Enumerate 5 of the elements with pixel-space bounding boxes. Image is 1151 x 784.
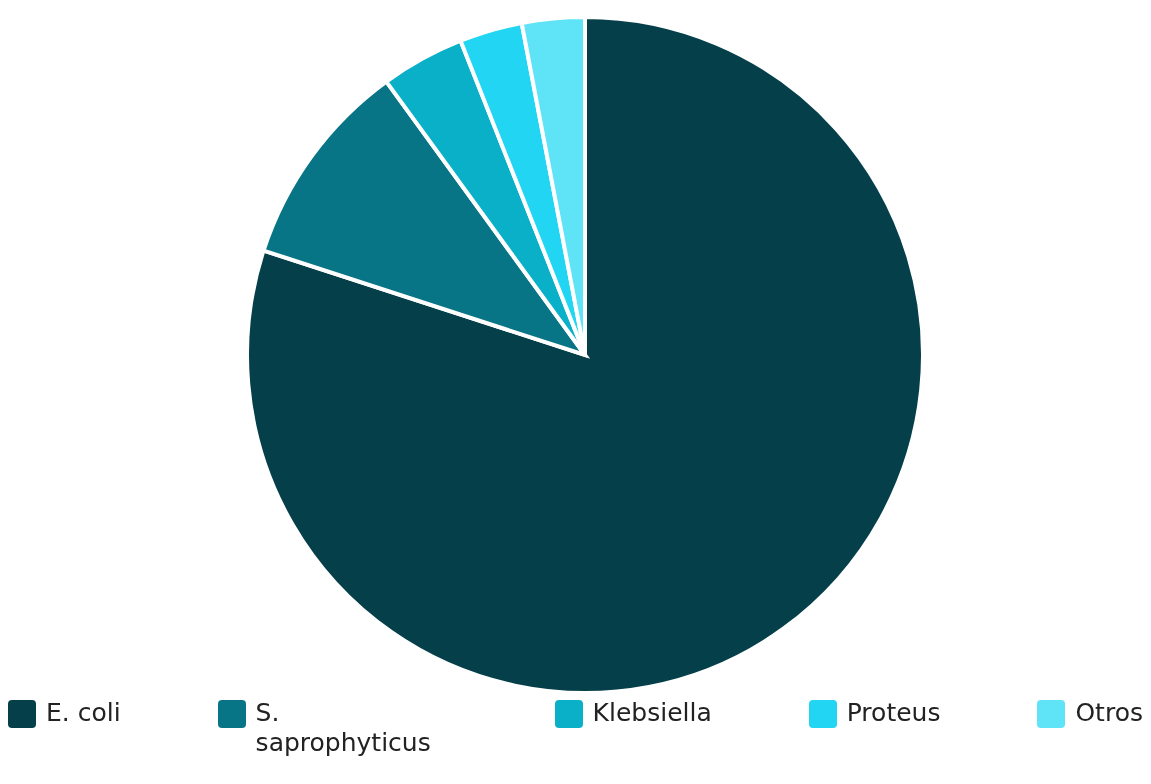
legend-label: Klebsiella <box>592 698 712 728</box>
legend-label: E. coli <box>46 698 121 728</box>
legend-label: Proteus <box>846 698 941 728</box>
legend-label: S. saprophyticus <box>255 698 432 758</box>
legend-label: Otros <box>1075 698 1143 728</box>
